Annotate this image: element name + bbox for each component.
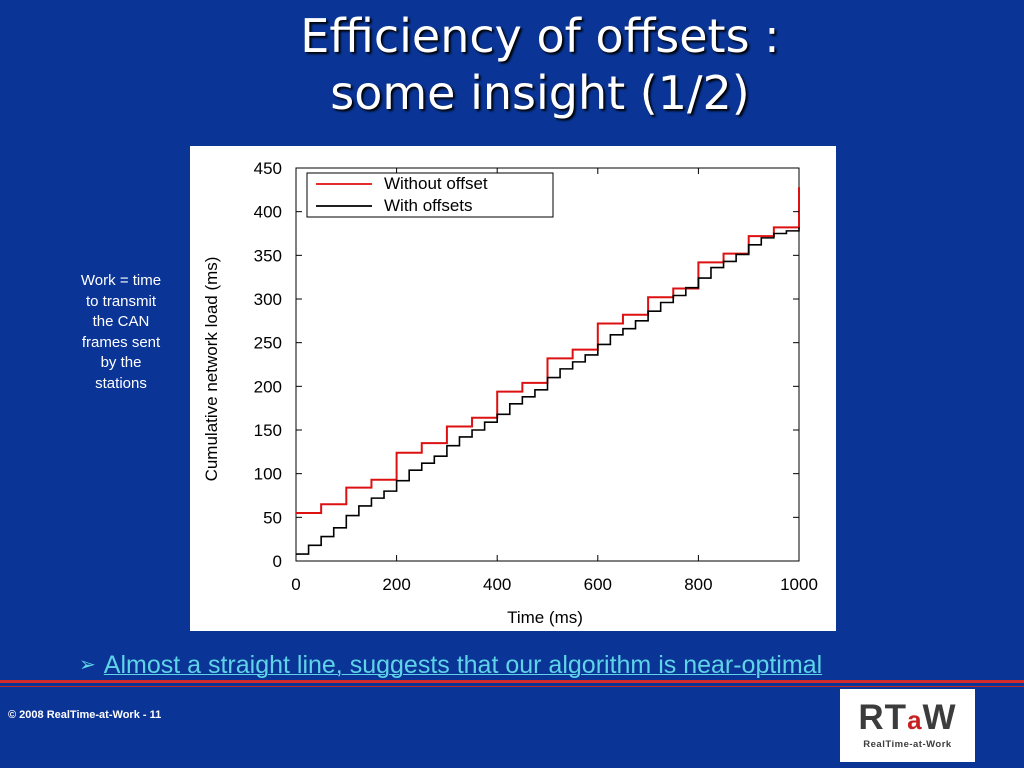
x-tick-label: 1000: [780, 575, 818, 594]
x-tick-label: 400: [483, 575, 511, 594]
bullet-text[interactable]: Almost a straight line, suggests that ou…: [103, 651, 823, 679]
slide-title: Efficiency of offsets : some insight (1/…: [160, 8, 920, 122]
side-note: Work = time to transmit the CAN frames s…: [80, 272, 162, 392]
series-line-without-offset: [296, 187, 800, 514]
y-tick-label: 300: [254, 290, 282, 309]
y-tick-label: 0: [273, 552, 282, 571]
chart-panel: 0 200 400 600 800 1000 0 50 100 150 200 250 300 350 40…: [190, 146, 836, 631]
series-line-with-offsets: [296, 227, 800, 555]
y-tick-label: 400: [254, 203, 282, 222]
y-tick-label: 250: [254, 334, 282, 353]
x-tick-label: 200: [382, 575, 410, 594]
y-tick-label: 200: [254, 377, 282, 396]
divider-rule-thin: [0, 686, 1024, 687]
bullet-point: ➢ Almost a straight line, suggests that o…: [79, 651, 822, 680]
footer-copyright: © 2008 RealTime-at-Work - 11: [8, 709, 162, 721]
y-tick-label: 450: [254, 159, 282, 178]
legend-label: With offsets: [384, 196, 473, 215]
legend-label: Without offset: [384, 174, 488, 193]
y-tick-label: 150: [254, 421, 282, 440]
x-tick-label: 0: [291, 575, 300, 594]
y-axis-label: Cumulative network load (ms): [202, 257, 221, 482]
logo-letter-a: a: [907, 705, 923, 735]
plot-frame: [295, 167, 800, 562]
y-tick-label: 350: [254, 246, 282, 265]
logo-mark: RTaW: [840, 699, 975, 739]
y-tick-label: 50: [263, 508, 282, 527]
legend-box: [306, 172, 554, 218]
y-tick-label: 100: [254, 465, 282, 484]
x-axis-label: Time (ms): [507, 608, 583, 627]
slide-title-line-1: Efficiency of offsets :: [300, 9, 780, 63]
divider-rule: [0, 680, 1024, 683]
rtaw-logo: RTaW RealTime-at-Work: [840, 689, 975, 762]
x-tick-label: 600: [584, 575, 612, 594]
logo-letter-w: W: [922, 698, 957, 737]
logo-subtitle: RealTime-at-Work: [863, 739, 952, 750]
x-tick-label: 800: [684, 575, 712, 594]
arrow-bullet-icon: ➢: [79, 654, 96, 676]
logo-letters-rt: RT: [858, 698, 908, 737]
cumulative-load-chart: 0 200 400 600 800 1000 0 50 100 150 200 250 300 350 40…: [202, 159, 818, 627]
slide-title-line-2: some insight (1/2): [330, 66, 750, 120]
